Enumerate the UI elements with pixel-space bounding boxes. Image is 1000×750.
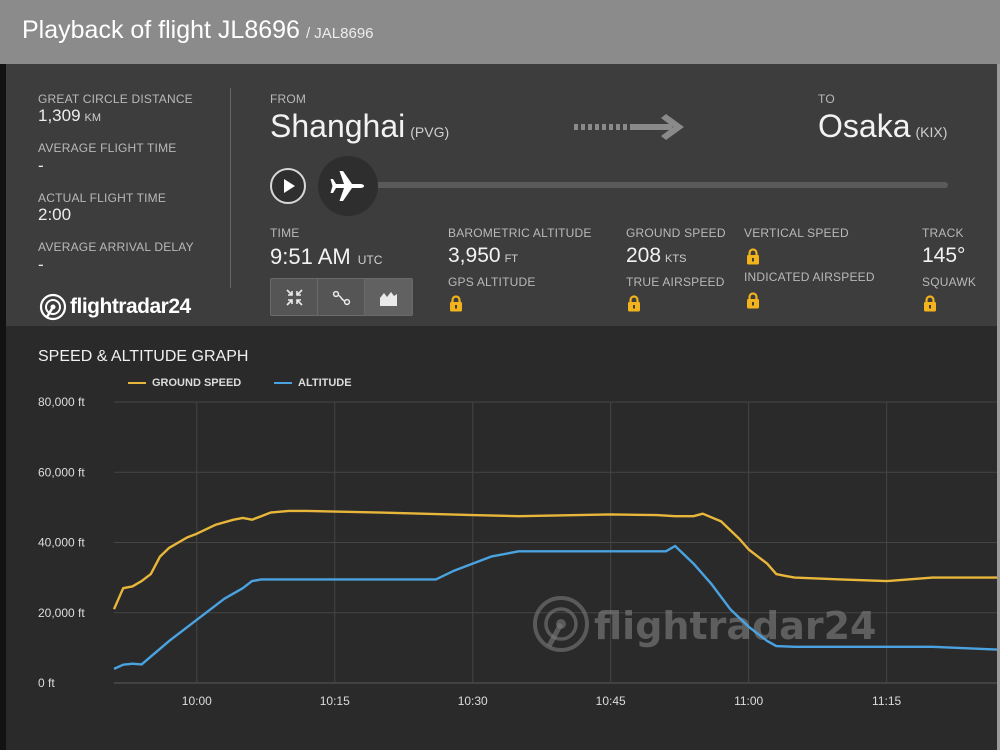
baro-alt-number: 3,950 [448, 244, 501, 267]
y-tick-label: 40,000 ft [38, 536, 85, 550]
distance-number: 1,309 [38, 106, 81, 125]
origin: Shanghai (PVG) [270, 108, 449, 145]
time-label: TIME [270, 226, 300, 240]
play-icon [284, 179, 295, 193]
series-line-ground-speed [112, 509, 997, 610]
legend-label-ground-speed: GROUND SPEED [152, 377, 242, 389]
x-tick-label: 10:00 [182, 694, 212, 708]
origin-code: (PVG) [410, 124, 450, 140]
time-unit: UTC [357, 253, 383, 267]
flightradar24-watermark: flightradar24 [533, 596, 876, 652]
playback-scrubber-handle[interactable] [318, 156, 378, 216]
window-edge-left [0, 0, 6, 750]
x-tick-label: 10:15 [320, 694, 350, 708]
plane-icon [330, 171, 364, 201]
vertical-speed-label: VERTICAL SPEED [744, 226, 849, 240]
lock-icon[interactable] [746, 248, 760, 265]
lock-icon[interactable] [449, 295, 463, 312]
radar-logo-icon [39, 293, 67, 321]
true-airspeed-label: TRUE AIRSPEED [626, 275, 725, 289]
collapse-icon [286, 289, 303, 306]
origin-city: Shanghai [270, 108, 406, 144]
from-label: FROM [270, 92, 307, 106]
barometric-altitude-label: BAROMETRIC ALTITUDE [448, 226, 592, 240]
great-circle-distance-value: 1,309 KM [38, 106, 101, 126]
flight-info-panel: GREAT CIRCLE DISTANCE 1,309 KM AVERAGE FL… [6, 64, 997, 326]
time-value: 9:51 AM UTC [270, 244, 382, 270]
logo-wordmark: flightradar24 [70, 295, 191, 318]
y-axis-labels: 0 ft 20,000 ft 40,000 ft 60,000 ft 80,000 ft [38, 395, 85, 690]
collapse-view-button[interactable] [271, 279, 318, 315]
to-label: TO [818, 92, 835, 106]
track-label: TRACK [922, 226, 964, 240]
dotted-arrow-icon [574, 114, 684, 140]
ground-speed-label: GROUND SPEED [626, 226, 726, 240]
y-tick-label: 20,000 ft [38, 606, 85, 620]
baro-alt-unit: FT [504, 253, 519, 265]
gps-altitude-label: GPS ALTITUDE [448, 275, 536, 289]
watermark-wordmark: flightradar24 [594, 604, 876, 648]
squawk-label: SQUAWK [922, 275, 977, 289]
panel-divider [230, 88, 231, 288]
flight-callsign: / JAL8696 [305, 25, 374, 42]
lock-icon[interactable] [746, 292, 760, 309]
x-tick-label: 10:45 [596, 694, 626, 708]
route-icon [332, 290, 351, 306]
chart-grid [114, 401, 997, 684]
track-value: 145° [922, 244, 966, 267]
legend-ground-speed[interactable]: GROUND SPEED [128, 377, 241, 389]
flight-title: Playback of flight JL8696 [22, 16, 300, 44]
chart-series [112, 509, 997, 670]
graph-view-button[interactable] [365, 279, 412, 315]
destination-code: (KIX) [915, 124, 948, 140]
legend-altitude[interactable]: ALTITUDE [274, 377, 352, 389]
y-tick-label: 80,000 ft [38, 395, 85, 409]
time-number: 9:51 AM [270, 244, 351, 269]
average-flight-time-value: - [38, 156, 44, 175]
area-chart-icon [380, 292, 397, 306]
x-tick-label: 10:30 [458, 694, 488, 708]
ground-speed-number: 208 [626, 244, 662, 267]
y-tick-label: 0 ft [38, 676, 55, 690]
great-circle-distance-label: GREAT CIRCLE DISTANCE [38, 92, 193, 106]
legend-label-altitude: ALTITUDE [298, 377, 352, 389]
view-mode-toolbar [270, 278, 413, 316]
lock-icon[interactable] [627, 295, 641, 312]
speed-altitude-graph-panel: flightradar24 0 ft 20,000 ft 40,000 ft 60,0… [6, 326, 997, 750]
series-line-altitude [113, 544, 997, 670]
title-bar: Playback of flight JL8696 / JAL8696 [0, 0, 1000, 64]
destination: Osaka (KIX) [818, 108, 947, 145]
x-tick-label: 11:15 [872, 694, 901, 708]
ground-speed-unit: KTS [665, 253, 687, 265]
lock-icon[interactable] [923, 295, 937, 312]
ground-speed-value: 208 KTS [626, 244, 686, 268]
page-title: Playback of flight JL8696 / JAL8696 [22, 16, 374, 45]
average-arrival-delay-value: - [38, 255, 44, 274]
legend-swatch-ground-speed [128, 382, 146, 385]
x-tick-label: 11:00 [734, 694, 763, 708]
distance-unit: KM [84, 112, 102, 124]
speed-altitude-chart: flightradar24 0 ft 20,000 ft 40,000 ft 60,0… [38, 395, 997, 708]
actual-flight-time-label: ACTUAL FLIGHT TIME [38, 191, 167, 205]
destination-city: Osaka [818, 108, 911, 144]
actual-flight-time-value: 2:00 [38, 205, 72, 224]
y-tick-label: 60,000 ft [38, 465, 85, 479]
play-button[interactable] [270, 168, 306, 204]
x-axis-labels: 10:00 10:15 10:30 10:45 11:00 11:15 [182, 694, 902, 708]
barometric-altitude-value: 3,950 FT [448, 244, 518, 268]
indicated-airspeed-label: INDICATED AIRSPEED [744, 270, 875, 284]
playback-track[interactable] [336, 182, 948, 188]
average-arrival-delay-label: AVERAGE ARRIVAL DELAY [38, 240, 194, 254]
average-flight-time-label: AVERAGE FLIGHT TIME [38, 141, 177, 155]
window-edge-right [997, 64, 1000, 750]
flightradar24-logo[interactable]: flightradar24 [38, 292, 198, 322]
legend-swatch-altitude [274, 382, 292, 385]
route-view-button[interactable] [318, 279, 365, 315]
graph-title: SPEED & ALTITUDE GRAPH [38, 348, 249, 365]
